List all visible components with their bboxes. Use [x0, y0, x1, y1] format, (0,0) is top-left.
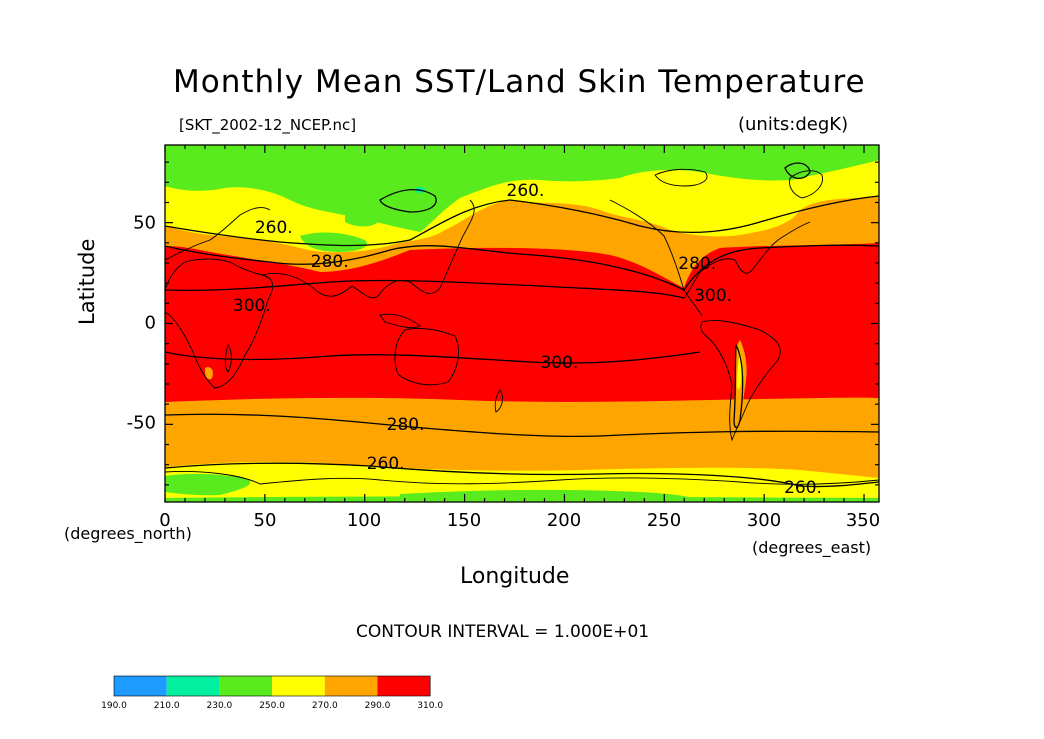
- contour-label: 280.: [678, 254, 717, 274]
- contour-interval: CONTOUR INTERVAL = 1.000E+01: [356, 622, 650, 642]
- y-tick-label: 0: [144, 312, 156, 334]
- contour-280-south: [165, 413, 879, 438]
- colorbar: [113, 675, 431, 697]
- mongolia-cold: [345, 213, 378, 227]
- colorbar-label: 230.0: [206, 701, 233, 711]
- x-tick-label: 200: [546, 510, 582, 531]
- colorbar-label: 270.0: [311, 701, 338, 711]
- x-tick-label: 50: [253, 510, 277, 531]
- madagascar-coast: [224, 343, 232, 373]
- colorbar-swatch: [324, 676, 378, 696]
- contour-greenland: [784, 162, 811, 179]
- europe-coast: [165, 207, 271, 261]
- australia-coast: [394, 327, 459, 386]
- y-tick-label: -50: [126, 412, 156, 434]
- contour-label: 300.: [694, 286, 733, 307]
- antarctic-edge: [165, 496, 879, 502]
- asia-south-coast: [261, 199, 475, 299]
- contour-280-north: [165, 245, 685, 291]
- coastlines: [165, 168, 879, 485]
- antarctica-coast: [165, 471, 879, 485]
- x-tick-label: 150: [446, 510, 482, 531]
- y-axis-label: Latitude: [75, 238, 99, 325]
- tibet-cold: [300, 232, 368, 252]
- contour-label: 280.: [310, 251, 349, 272]
- x-tick-label: 100: [346, 510, 382, 531]
- colorbar-swatch: [377, 676, 431, 696]
- contour-260-south: [165, 462, 879, 488]
- contour-300-south: [165, 351, 701, 364]
- y-unit-label: (degrees_north): [64, 524, 192, 543]
- contour-siberia: [379, 189, 437, 213]
- greenland-coast: [789, 170, 823, 199]
- colorbar-label: 310.0: [417, 701, 444, 711]
- north-america-west-coast: [609, 199, 703, 317]
- x-tick-label: 250: [646, 510, 682, 531]
- contour-label: 260.: [784, 477, 822, 498]
- arctic-islands-coast: [654, 168, 708, 187]
- file-name: [SKT_2002-12_NCEP.nc]: [179, 116, 357, 134]
- contour-lines: [165, 162, 879, 488]
- colorbar-frame: [113, 675, 431, 697]
- contour-260-north: [165, 195, 879, 247]
- north-america-east-coast: [683, 221, 811, 299]
- colorbar-swatch: [272, 676, 325, 696]
- map-title: Monthly Mean SST/Land Skin Temperature: [173, 64, 866, 100]
- contour-andes: [733, 344, 744, 429]
- africa-coast: [165, 258, 274, 389]
- contour-label: 260.: [366, 453, 405, 474]
- band-north-cold: [165, 145, 879, 232]
- colorbar-label: 190.0: [101, 701, 127, 711]
- colorbar-label: 290.0: [364, 701, 391, 711]
- contour-label: 300.: [540, 352, 579, 373]
- south-america-coast: [700, 319, 781, 442]
- x-tick-label: 0: [159, 510, 171, 531]
- y-tick-label: 50: [133, 212, 156, 234]
- colorbar-label: 210.0: [153, 701, 180, 711]
- colorbar-swatch: [166, 676, 220, 696]
- x-tick-label: 350: [845, 510, 881, 531]
- map-field: [165, 145, 879, 502]
- contour-label: 260.: [506, 181, 545, 202]
- contour-label: 280.: [386, 415, 425, 436]
- x-axis-label: Longitude: [460, 564, 570, 589]
- greenland-cold: [769, 152, 813, 181]
- southern-africa-warm: [204, 367, 213, 380]
- new-zealand-coast: [494, 389, 503, 413]
- x-unit-label: (degrees_east): [752, 538, 872, 557]
- x-tick-label: 300: [746, 510, 782, 531]
- colorbar-label: 250.0: [259, 701, 285, 711]
- contour-300-north: [165, 279, 685, 299]
- contour-label: 260.: [254, 217, 293, 238]
- indonesia-coast: [379, 313, 421, 329]
- contour-label: 300.: [232, 296, 271, 317]
- contour-280-atlantic: [683, 244, 879, 291]
- units-label: (units:degK): [738, 114, 849, 135]
- tick-marks: [164, 145, 879, 502]
- colorbar-swatch: [219, 676, 273, 696]
- colorbar-swatch: [114, 676, 167, 696]
- antarctic-cold-1: [165, 473, 251, 496]
